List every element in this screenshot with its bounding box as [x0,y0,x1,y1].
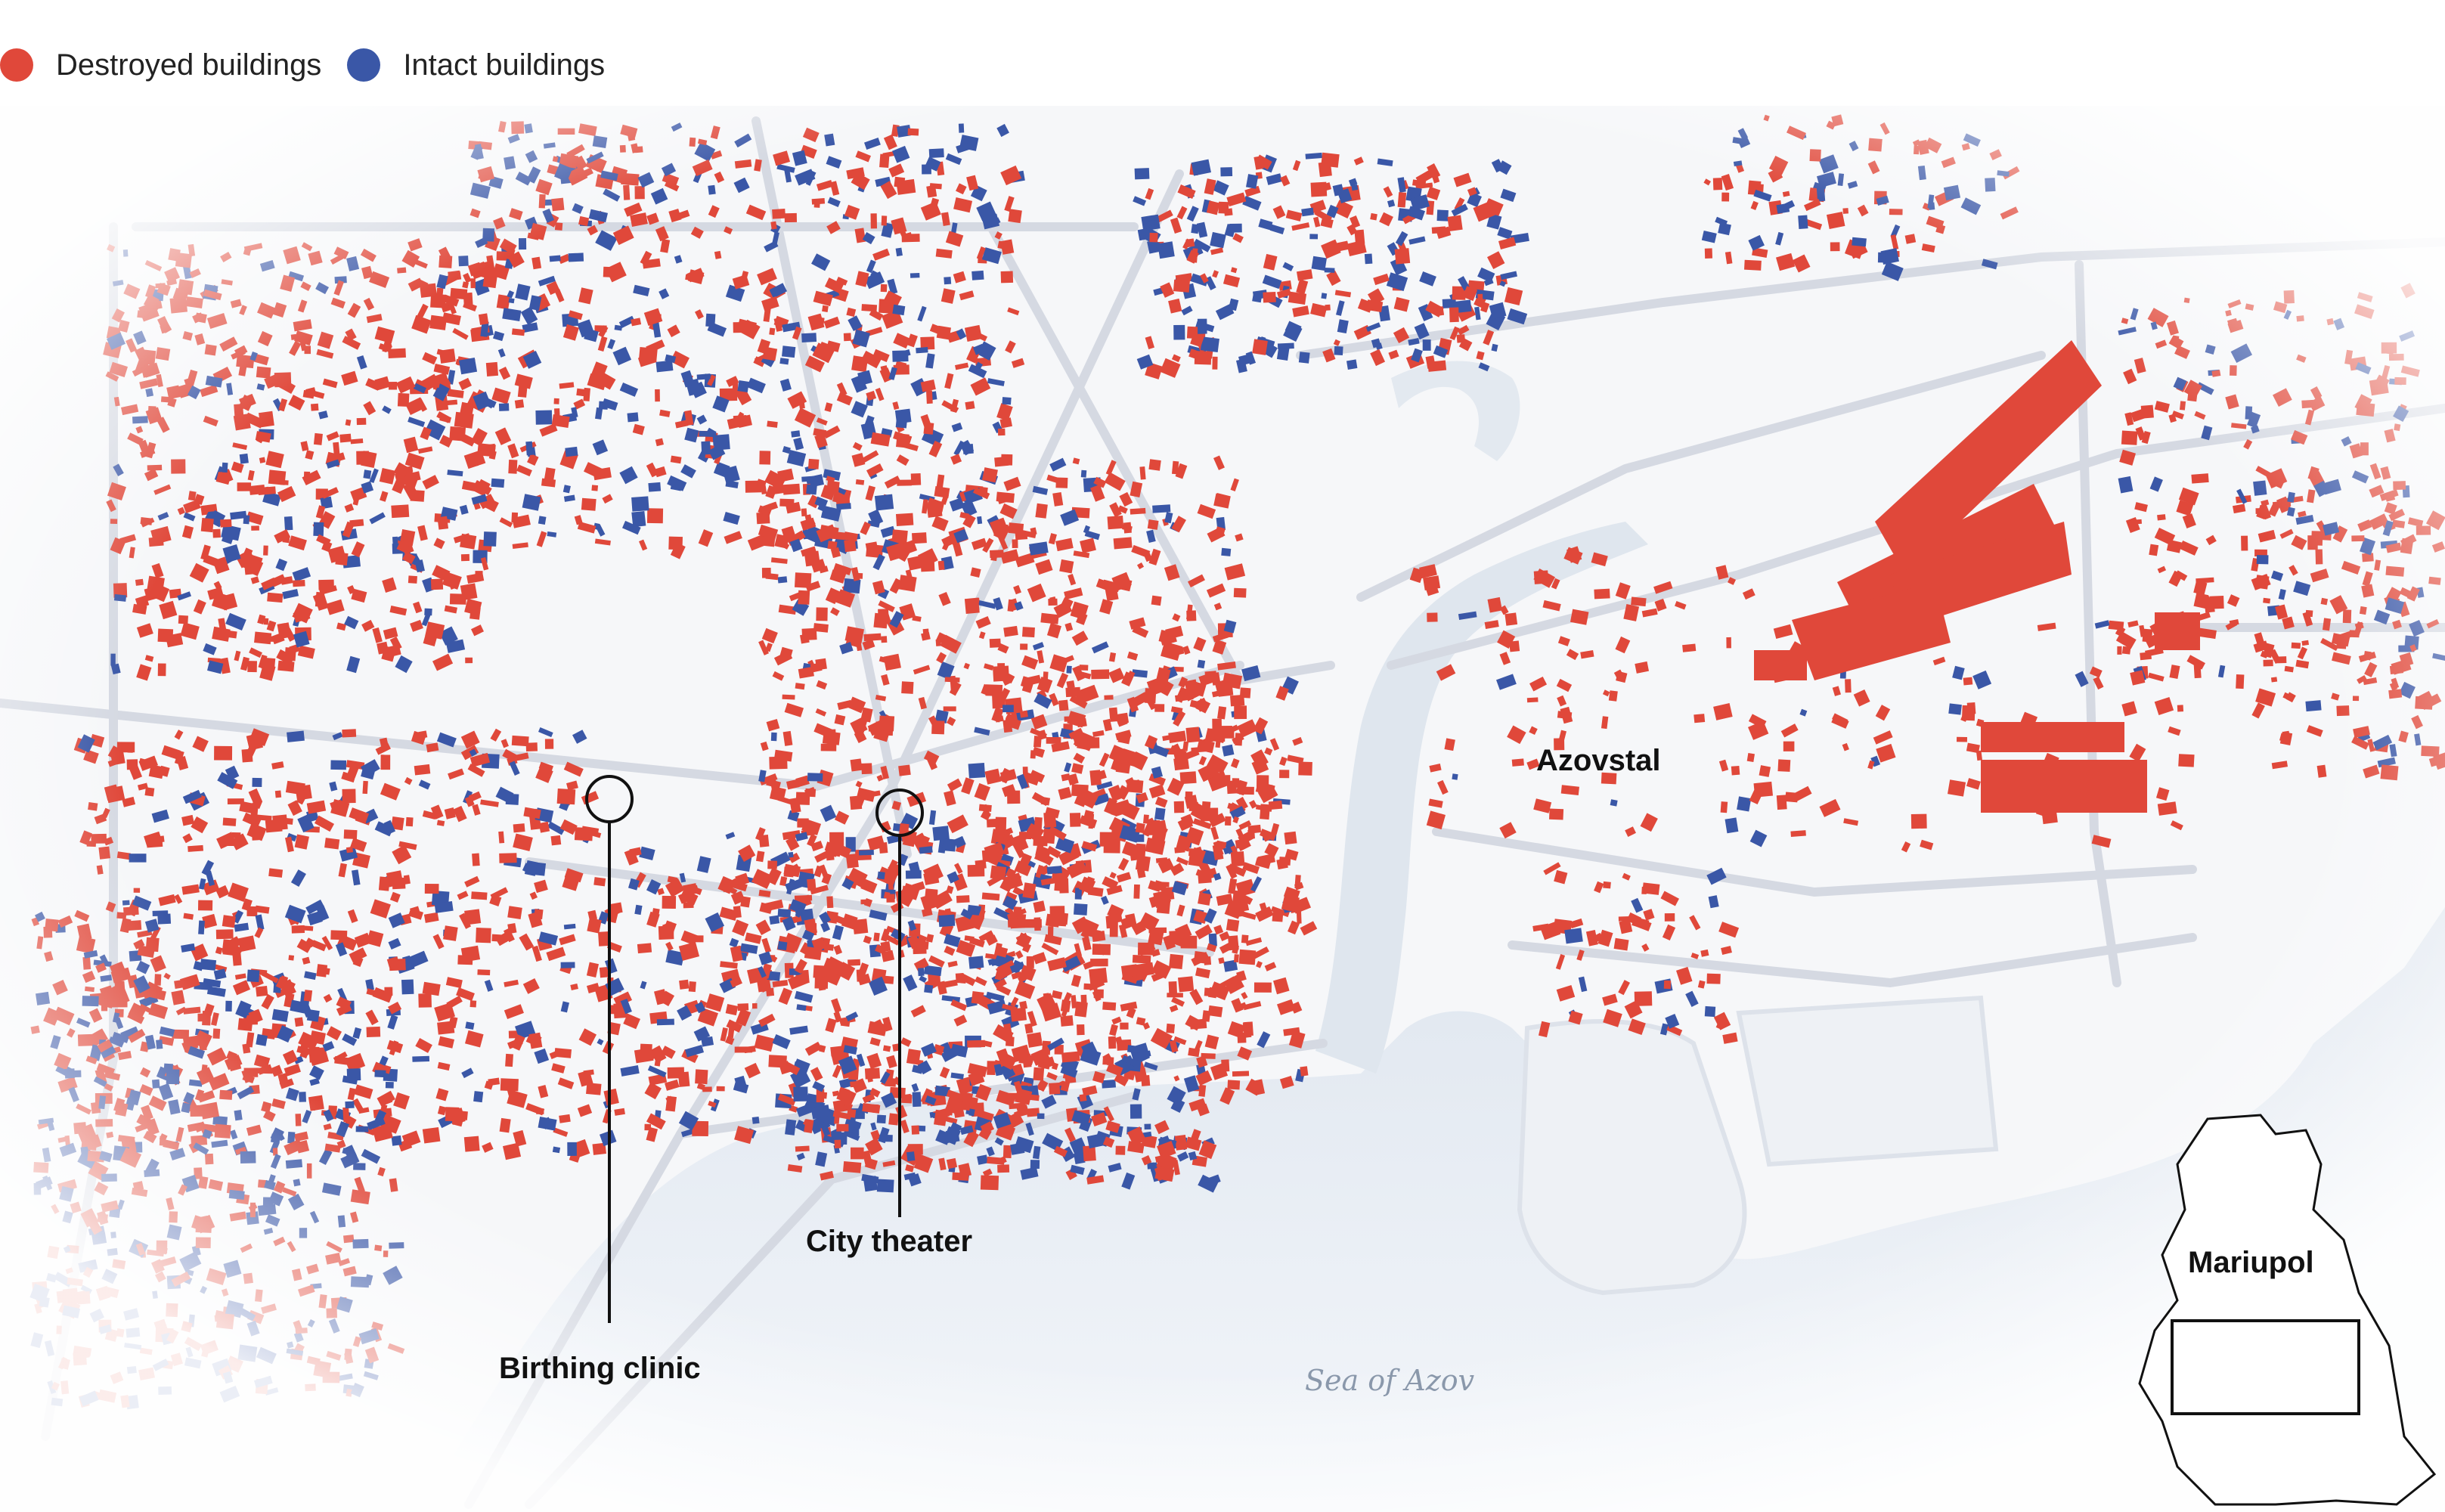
legend: Destroyed buildings Intact buildings [0,42,631,88]
legend-destroyed-label: Destroyed buildings [56,48,322,82]
legend-intact: Intact buildings [347,48,605,82]
birthing-clinic-label: Birthing clinic [499,1352,701,1385]
sea-label: Sea of Azov [1305,1364,1475,1397]
edge-fade [0,106,2445,1512]
blue-circle-icon [347,48,381,82]
inset-city-label: Mariupol [2188,1246,2314,1279]
red-circle-icon [0,48,33,82]
inset-locator-map [2138,1114,2437,1506]
legend-intact-label: Intact buildings [403,48,606,82]
city-theater-label: City theater [806,1225,973,1258]
legend-destroyed: Destroyed buildings [0,48,321,82]
inset-region-outline [2138,1114,2437,1506]
inset-extent-box [2171,1319,2360,1415]
azovstal-label: Azovstal [1536,744,1661,777]
